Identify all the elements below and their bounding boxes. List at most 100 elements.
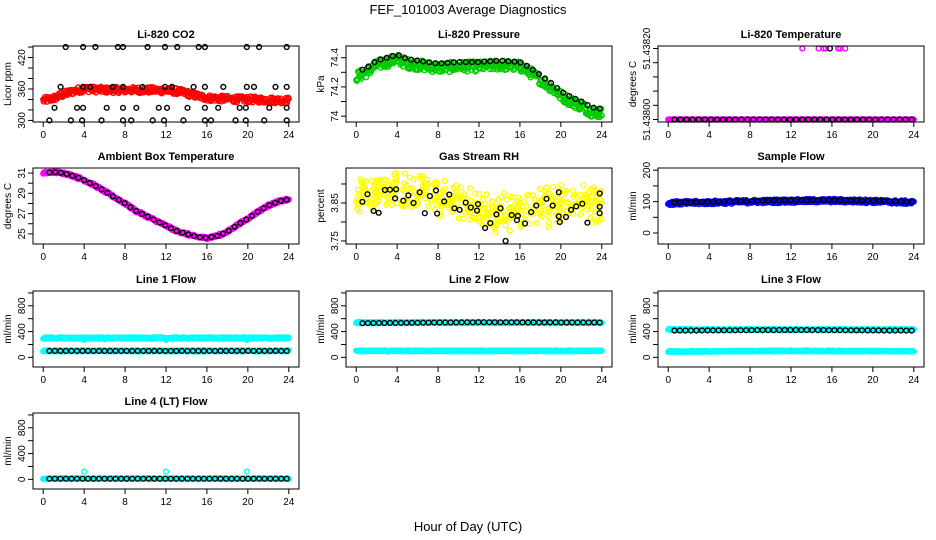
marker-point	[546, 319, 554, 326]
marker-point	[201, 117, 209, 124]
x-tick-label: 20	[242, 252, 254, 263]
marker-point	[359, 198, 366, 205]
marker-point	[256, 347, 263, 355]
marker-point	[272, 199, 279, 206]
y-axis-label: kPa	[316, 75, 327, 93]
marker-point	[403, 319, 410, 326]
x-tick-label: 16	[514, 375, 526, 386]
scatter-point	[425, 203, 432, 210]
marker-point	[236, 104, 243, 111]
scatter-point	[585, 188, 593, 196]
x-tick-label: 16	[826, 130, 838, 141]
marker-point	[563, 319, 570, 326]
marker-point	[798, 197, 805, 204]
marker-point	[250, 83, 258, 91]
scatter-point	[383, 201, 390, 208]
marker-point	[78, 117, 86, 124]
marker-point	[121, 200, 128, 207]
y-tick-label: 25	[17, 228, 28, 240]
marker-point	[842, 45, 849, 52]
marker-point	[508, 212, 515, 219]
marker-point	[133, 104, 140, 111]
marker-point	[487, 220, 494, 227]
x-tick-label: 8	[122, 252, 128, 263]
marker-point	[104, 189, 111, 197]
marker-point	[524, 319, 532, 326]
scatter-point	[384, 181, 391, 189]
marker-point	[191, 233, 198, 240]
marker-point	[123, 347, 130, 355]
scatter-point	[596, 214, 604, 221]
band-point	[363, 74, 370, 81]
marker-point	[425, 319, 432, 326]
marker-point	[482, 224, 489, 232]
marker-point	[486, 319, 493, 326]
marker-point	[474, 201, 482, 208]
scatter-point	[388, 201, 395, 209]
scatter-point	[507, 193, 515, 200]
data-marks	[665, 45, 917, 123]
scatter-point	[417, 175, 424, 182]
y-tick-label: 800	[17, 297, 28, 314]
x-tick-label: 0	[665, 252, 671, 263]
marker-point	[231, 223, 238, 230]
scatter-point	[476, 191, 483, 198]
scatter-point	[450, 185, 457, 193]
marker-point	[119, 104, 127, 111]
marker-point	[73, 104, 81, 111]
marker-point	[420, 58, 427, 65]
y-tick-label: 31	[17, 167, 28, 179]
x-tick-label: 24	[908, 252, 920, 263]
scatter-point	[385, 194, 392, 201]
x-tick-label: 8	[122, 375, 128, 386]
marker-point	[79, 43, 87, 51]
marker-point	[578, 98, 585, 105]
scatter-point	[381, 176, 389, 183]
marker-point	[420, 319, 427, 326]
scatter-point	[558, 182, 565, 189]
scatter-point	[520, 198, 528, 205]
band-point	[405, 56, 412, 63]
marker-point	[487, 58, 494, 65]
marker-point	[596, 105, 603, 112]
marker-point	[144, 43, 151, 51]
marker-point	[781, 197, 788, 204]
marker-point	[383, 54, 390, 61]
marker-point	[748, 197, 755, 205]
scatter-point	[362, 186, 369, 193]
marker-point	[469, 319, 476, 326]
marker-point	[754, 197, 761, 205]
y-axis-label: Licor ppm	[3, 62, 14, 106]
scatter-point	[481, 212, 489, 220]
marker-point	[590, 104, 597, 111]
y-axis-label: ml/min	[316, 314, 327, 343]
marker-point	[557, 319, 565, 326]
x-tick-label: 24	[596, 252, 608, 263]
marker-point	[709, 198, 717, 205]
marker-point	[250, 347, 257, 355]
marker-point	[552, 319, 559, 326]
panel-title: Line 1 Flow	[136, 274, 196, 286]
scatter-point	[554, 218, 561, 226]
marker-point	[51, 104, 58, 111]
scatter-point	[536, 210, 543, 217]
scatter-point	[362, 178, 369, 185]
marker-point	[820, 197, 827, 204]
marker-point	[243, 43, 250, 51]
marker-point	[502, 237, 509, 245]
marker-point	[511, 58, 518, 65]
scatter-point	[495, 196, 502, 203]
scatter-point	[393, 175, 400, 183]
marker-point	[481, 58, 488, 65]
marker-point	[272, 347, 279, 355]
marker-point	[57, 83, 64, 91]
panel-title: Sample Flow	[757, 151, 825, 163]
marker-point	[195, 43, 202, 51]
scatter-point	[565, 199, 572, 207]
plot-frame	[345, 290, 613, 368]
marker-point	[434, 210, 441, 217]
scatter-point	[545, 224, 552, 231]
